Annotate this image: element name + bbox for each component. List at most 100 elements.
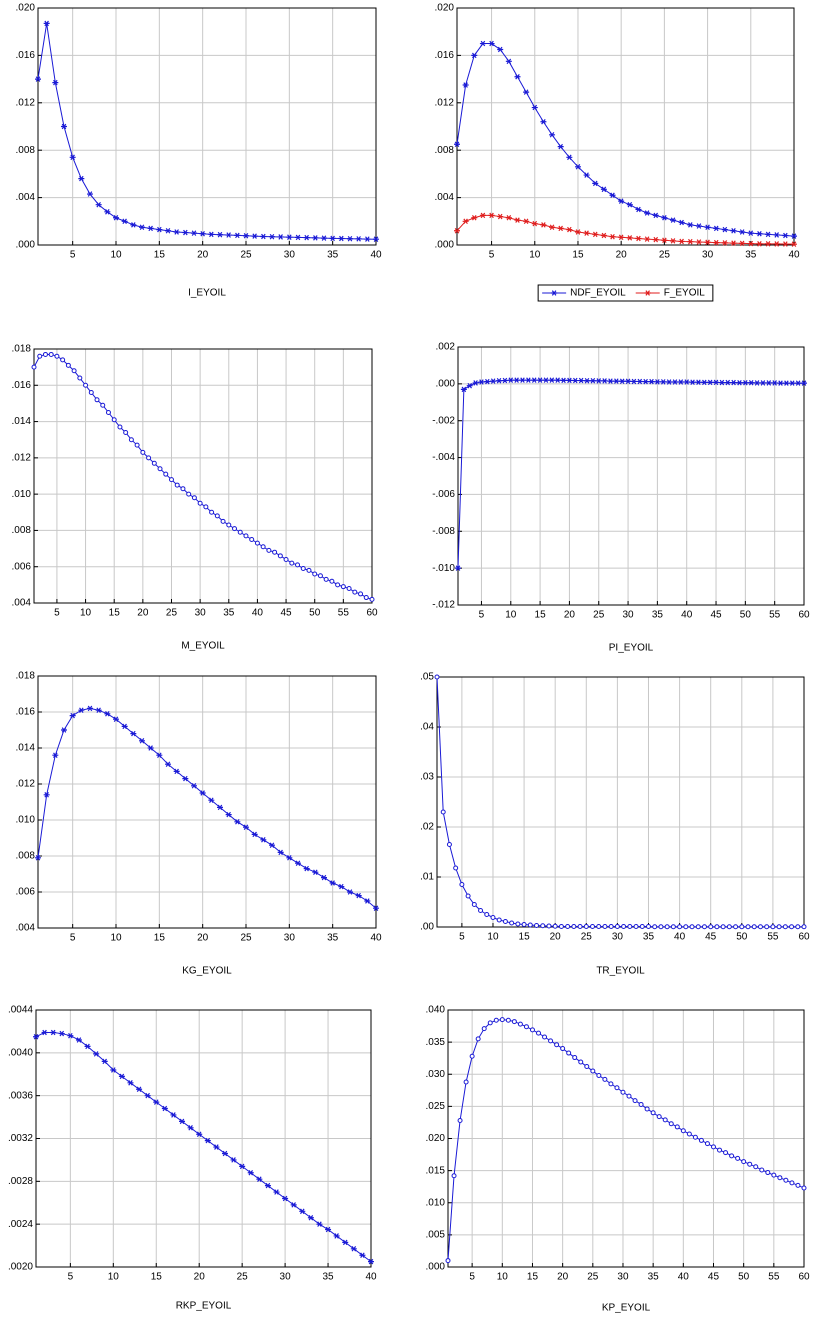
data-point bbox=[479, 40, 486, 47]
data-point bbox=[243, 533, 249, 539]
series-label: TR_EYOIL bbox=[596, 966, 645, 977]
data-point bbox=[197, 500, 203, 506]
data-point bbox=[490, 378, 497, 384]
x-tick-label: 15 bbox=[154, 250, 166, 261]
data-point bbox=[58, 1030, 65, 1037]
data-point bbox=[548, 1038, 554, 1044]
data-point bbox=[602, 1076, 608, 1082]
data-point bbox=[686, 1131, 692, 1137]
data-point bbox=[525, 377, 532, 383]
data-point bbox=[484, 912, 490, 917]
x-tick-label: 45 bbox=[708, 1272, 720, 1283]
data-point bbox=[232, 526, 238, 532]
data-point bbox=[260, 233, 267, 240]
data-point bbox=[35, 76, 41, 82]
data-point bbox=[753, 1164, 759, 1170]
data-point bbox=[745, 924, 751, 930]
data-point bbox=[501, 377, 508, 384]
data-point bbox=[557, 225, 564, 232]
data-point bbox=[713, 225, 720, 232]
data-point bbox=[648, 378, 655, 385]
data-point bbox=[329, 880, 336, 886]
data-point bbox=[234, 232, 241, 239]
data-point bbox=[783, 1177, 789, 1183]
data-point bbox=[801, 1185, 807, 1191]
y-tick-label: .020 bbox=[16, 3, 36, 14]
data-point bbox=[595, 378, 602, 384]
data-point bbox=[704, 1141, 710, 1147]
x-tick-label: 50 bbox=[738, 1272, 750, 1283]
data-point bbox=[340, 584, 346, 590]
data-point bbox=[771, 380, 778, 386]
data-point bbox=[358, 591, 364, 597]
chart-panel: 5 10 15 20 25 30 35 40 45 50 55 60 .000 .005 .010 .015.… bbox=[426, 1005, 810, 1314]
y-tick-label: .012 bbox=[16, 97, 36, 108]
y-tick-label: .000 bbox=[436, 378, 456, 389]
series-line bbox=[37, 23, 377, 240]
data-point bbox=[465, 893, 471, 899]
data-point bbox=[230, 1157, 237, 1163]
data-point bbox=[583, 924, 589, 929]
data-point bbox=[739, 924, 745, 930]
data-point bbox=[127, 1080, 134, 1086]
data-point bbox=[54, 353, 60, 359]
data-point bbox=[277, 849, 284, 856]
y-tick-label: .030 bbox=[426, 1069, 446, 1080]
data-point bbox=[678, 219, 685, 226]
y-tick-label: .014 bbox=[12, 416, 32, 427]
y-tick-label: .012 bbox=[12, 452, 32, 463]
data-point bbox=[558, 924, 564, 929]
data-point bbox=[220, 518, 226, 524]
data-point bbox=[571, 924, 577, 929]
plot-frame bbox=[456, 7, 795, 246]
data-point bbox=[723, 1150, 729, 1156]
x-tick-label: 15 bbox=[535, 610, 547, 621]
y-tick-label: .015 bbox=[426, 1165, 446, 1176]
data-point bbox=[87, 191, 93, 197]
data-point bbox=[777, 380, 784, 386]
data-point bbox=[88, 390, 94, 396]
data-point bbox=[209, 509, 215, 515]
y-tick-label: .0044 bbox=[8, 1005, 33, 1016]
data-point bbox=[748, 379, 755, 386]
data-point bbox=[757, 924, 763, 930]
series-label: KG_EYOIL bbox=[182, 966, 232, 977]
data-point bbox=[574, 164, 581, 170]
x-tick-label: 40 bbox=[674, 932, 686, 943]
x-tick-label: 25 bbox=[166, 608, 178, 619]
data-point bbox=[680, 1128, 686, 1134]
x-tick-label: 20 bbox=[564, 610, 576, 621]
data-point bbox=[608, 1081, 614, 1087]
data-point bbox=[283, 556, 289, 562]
data-point bbox=[173, 229, 180, 235]
data-point bbox=[789, 380, 796, 386]
data-point bbox=[546, 923, 552, 929]
x-tick-label: 10 bbox=[110, 250, 122, 261]
x-tick-label: 30 bbox=[284, 250, 296, 261]
data-point bbox=[289, 560, 295, 566]
data-point bbox=[513, 377, 520, 383]
y-tick-label: -.012 bbox=[432, 600, 455, 611]
x-tick-label: 35 bbox=[652, 610, 664, 621]
data-point bbox=[721, 240, 728, 246]
data-point bbox=[335, 582, 341, 588]
data-point bbox=[475, 1036, 481, 1042]
series-line bbox=[35, 1031, 372, 1263]
data-point bbox=[104, 209, 111, 215]
data-point bbox=[765, 1170, 771, 1176]
data-point bbox=[502, 919, 508, 924]
data-point bbox=[237, 529, 243, 535]
x-tick-label: 50 bbox=[309, 608, 321, 619]
data-point bbox=[71, 368, 77, 374]
plot-frame bbox=[33, 348, 373, 604]
y-tick-label: -.004 bbox=[432, 452, 455, 463]
data-point bbox=[661, 237, 668, 244]
data-point bbox=[554, 1042, 560, 1048]
series-line bbox=[456, 214, 795, 245]
data-point bbox=[756, 230, 763, 237]
data-point bbox=[674, 1124, 680, 1130]
data-point bbox=[578, 1059, 584, 1065]
data-point bbox=[110, 1067, 117, 1073]
data-point bbox=[574, 229, 581, 235]
data-point bbox=[517, 1021, 523, 1027]
